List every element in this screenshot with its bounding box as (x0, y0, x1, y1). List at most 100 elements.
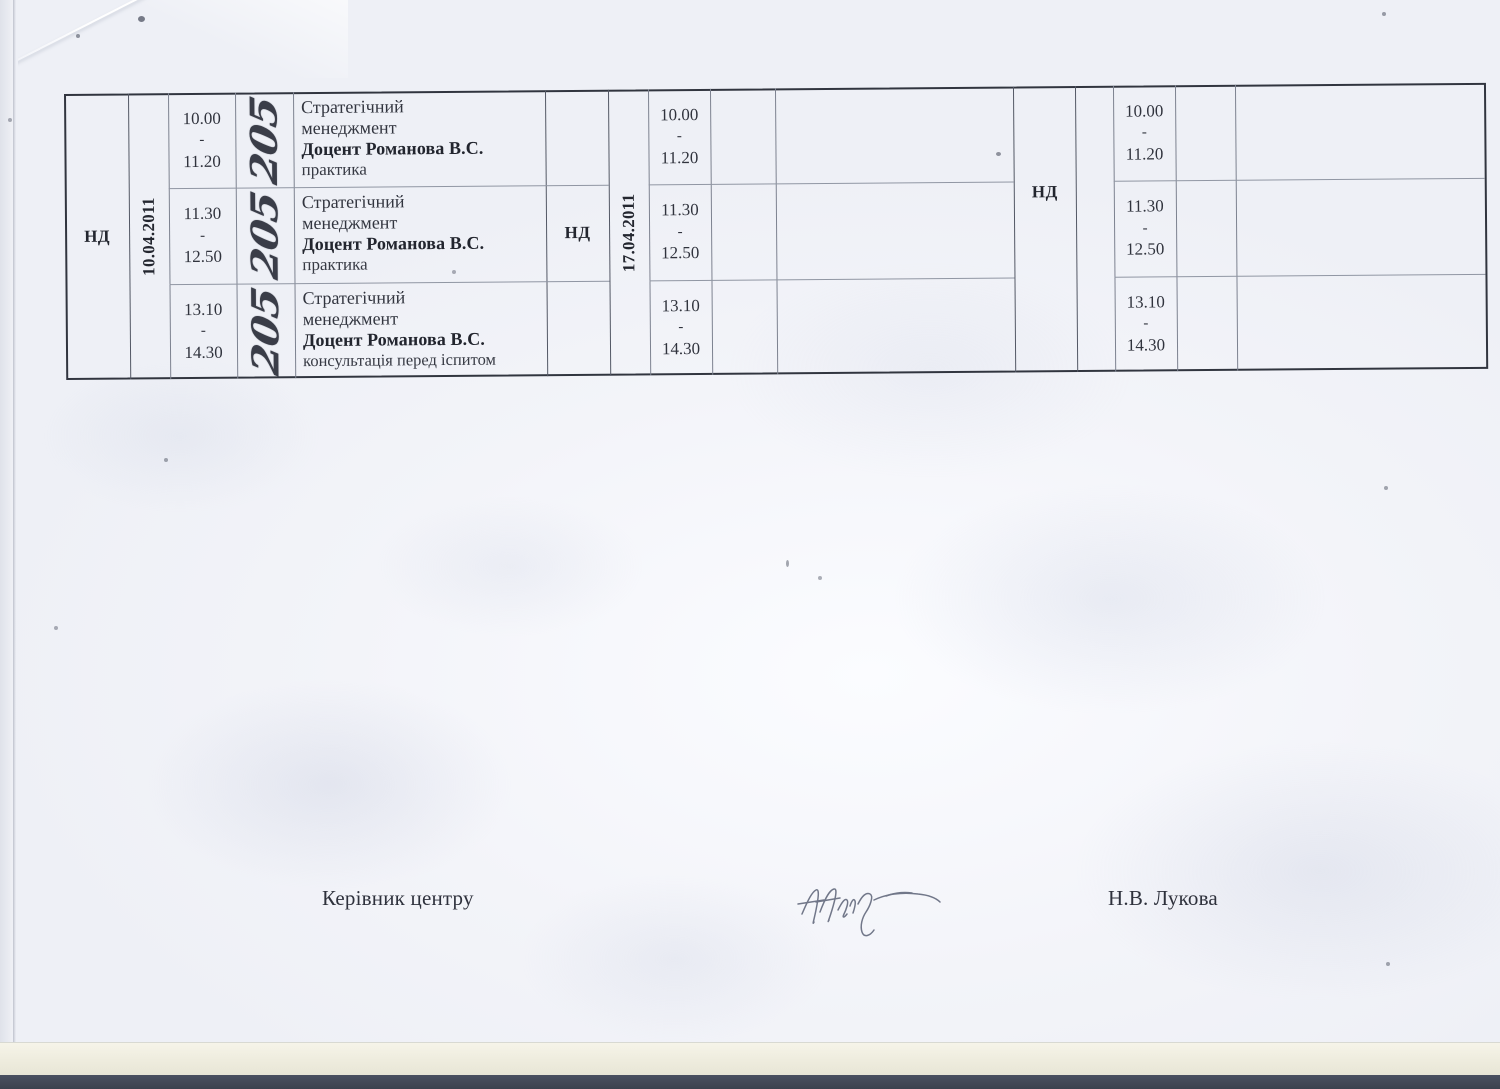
teacher-name: Доцент Романова В.С. (301, 137, 484, 160)
teacher-name (1244, 183, 1479, 185)
paper-speck (1384, 486, 1388, 490)
paper-speck (996, 152, 1001, 156)
time-end: 12.50 (1126, 239, 1165, 259)
time-start: 10.00 (659, 104, 699, 125)
paper-speck (8, 118, 12, 122)
time-slot-cell: 11.30 - 12.50 (169, 188, 237, 285)
time-start: 11.30 (183, 204, 222, 224)
course-line-2: менеджмент (301, 117, 397, 139)
time-end: 12.50 (661, 243, 700, 263)
time-dash: - (1141, 124, 1147, 141)
time-dash: - (200, 323, 206, 340)
room-cell: 205 (236, 283, 295, 378)
course-line-2: менеджмент (301, 212, 398, 234)
lesson-kind: практика (302, 254, 368, 275)
teacher-name: Доцент Романова В.С. (302, 328, 485, 351)
scanner-dark-edge (0, 1075, 1500, 1089)
date-label-group-1: 10.04.2011 (138, 196, 159, 276)
course-cell (1236, 178, 1486, 276)
course-cell (776, 278, 1015, 375)
time-dash: - (199, 132, 205, 149)
course-line-1: Стратегічний (301, 191, 405, 213)
time-end: 14.30 (1126, 335, 1166, 355)
time-start: 10.00 (182, 108, 221, 128)
handwritten-room-number (711, 183, 777, 280)
day-label-group-3: НД (1031, 182, 1058, 202)
course-cell: Стратегічний менеджмент Доцент Романова … (293, 90, 546, 187)
paper-left-edge (13, 0, 16, 1060)
room-cell: 205 (235, 92, 294, 187)
time-dash: - (678, 319, 684, 336)
time-end: 11.20 (660, 147, 699, 168)
time-slot-cell: 11.30 - 12.50 (1114, 180, 1177, 276)
time-end: 14.30 (661, 338, 701, 359)
paper-fold-crease (18, 0, 348, 106)
course-line-1 (784, 187, 1008, 189)
handwritten-room-number (1176, 180, 1237, 276)
handwritten-room-number (710, 88, 776, 184)
time-slot-cell: 13.10 - 14.30 (1114, 276, 1177, 371)
time-start: 10.00 (1124, 101, 1164, 121)
course-cell (1236, 274, 1486, 371)
course-line-1: Стратегічний (302, 287, 406, 309)
time-start: 11.30 (661, 200, 699, 220)
course-line-1 (1243, 88, 1478, 90)
teacher-name (784, 187, 1008, 189)
time-end: 12.50 (183, 247, 222, 267)
handwritten-signature-icon (790, 870, 960, 946)
course-line-1: Стратегічний (301, 96, 404, 118)
signature-title: Керівник центру (322, 886, 474, 910)
course-cell: Стратегічний менеджмент Доцент Романова … (294, 185, 547, 283)
room-cell: 205 (236, 187, 295, 283)
room-cell (1175, 85, 1236, 180)
paper-speck (138, 16, 145, 22)
course-cell (775, 87, 1014, 184)
teacher-name (1243, 88, 1478, 90)
scanner-bed-strip (0, 1042, 1500, 1075)
time-start: 13.10 (1126, 292, 1165, 312)
signature-row: Керівник центру Н.В. Лукова (0, 438, 1500, 937)
course-cell: Стратегічний менеджмент Доцент Романова … (294, 281, 547, 378)
paper-speck (76, 34, 80, 38)
room-cell (1176, 180, 1237, 276)
time-dash: - (676, 128, 682, 145)
time-start: 11.30 (1126, 196, 1164, 217)
room-cell (1176, 276, 1237, 371)
time-start: 13.10 (661, 295, 700, 316)
time-slot-cell: 10.00 - 11.20 (1113, 85, 1176, 180)
time-end: 11.20 (1125, 144, 1164, 164)
time-slot-cell: 13.10 - 14.30 (169, 284, 237, 380)
paper-speck (1382, 12, 1386, 16)
handwritten-room-number (1176, 276, 1237, 371)
course-line-1 (1244, 183, 1479, 185)
time-dash: - (1142, 220, 1148, 237)
course-line-1 (783, 92, 1007, 94)
schedule-table: НД 10.04.2011 10.00 - 11.20 205 Стратегі… (64, 82, 1489, 380)
paper-speck (818, 576, 822, 580)
room-cell (710, 88, 776, 184)
course-line-2: менеджмент (302, 308, 399, 330)
teacher-name (1245, 279, 1480, 281)
handwritten-room-number (1175, 85, 1236, 180)
signature-name: Н.В. Лукова (1108, 886, 1218, 910)
paper-speck (164, 458, 168, 462)
lesson-kind: консультація перед іспитом (303, 349, 497, 371)
time-end: 11.20 (183, 151, 221, 171)
teacher-name (785, 283, 1009, 285)
date-label-group-2: 17.04.2011 (618, 193, 639, 272)
paper-speck (54, 626, 58, 630)
time-end: 14.30 (184, 342, 223, 362)
time-slot-cell: 10.00 - 11.20 (168, 93, 236, 189)
time-start: 13.10 (183, 299, 223, 319)
room-cell (711, 279, 777, 375)
lesson-kind: практика (301, 159, 367, 180)
date-label-group-3 (1075, 86, 1115, 372)
handwritten-room-number: 205 (243, 188, 287, 283)
paper-speck (1386, 962, 1390, 966)
handwritten-room-number: 205 (244, 283, 288, 378)
course-line-1 (785, 283, 1009, 285)
room-cell (711, 183, 777, 280)
course-cell (776, 182, 1015, 280)
time-dash: - (677, 223, 683, 240)
